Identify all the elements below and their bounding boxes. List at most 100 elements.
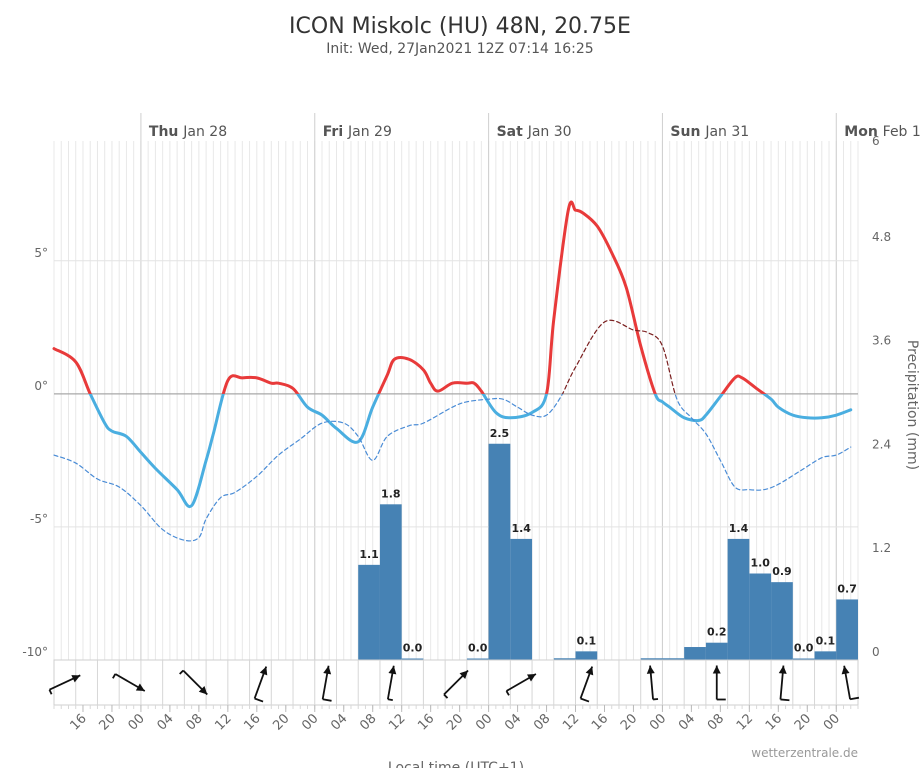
precip-label: 0.0 (468, 642, 488, 655)
x-tick-label: 00 (647, 711, 669, 733)
day-label-date: Jan 28 (182, 124, 227, 140)
x-tick-label: 08 (183, 711, 205, 733)
day-label-weekday: Sat (497, 124, 528, 140)
wind-barb-half (179, 669, 184, 675)
x-tick-label: 12 (560, 711, 582, 733)
time-axis-label: Local time (UTC+1) (388, 760, 524, 768)
precip-bar (792, 658, 815, 660)
wind-barb-full (580, 697, 590, 703)
precip-tick-label: 6 (872, 134, 880, 148)
wind-barb-arrow (646, 665, 659, 701)
precip-tick-label: 2.4 (872, 437, 891, 451)
precip-label: 0.0 (403, 642, 423, 655)
wind-barb-arrow (386, 665, 397, 701)
x-tick-label: 04 (502, 711, 524, 733)
precip-bar (684, 647, 706, 660)
x-tick-label: 16 (67, 711, 89, 733)
wind-barb-full (254, 697, 264, 703)
x-tick-label: 04 (154, 711, 176, 733)
wind-arrowhead (646, 665, 655, 674)
precip-tick-label: 1.2 (872, 541, 891, 555)
precip-label: 1.4 (511, 522, 531, 535)
wind-barb-arrow (48, 674, 81, 695)
wind-barb-arrow (778, 665, 790, 702)
wind-barb-half (443, 693, 449, 699)
day-label-date: Jan 30 (527, 124, 572, 140)
precip-bar (379, 504, 402, 660)
grid (53, 113, 859, 661)
wind-arrowhead (135, 683, 145, 691)
precip-label: 0.7 (837, 582, 857, 595)
day-label: Thu Jan 28 (149, 124, 227, 140)
x-tick-label: 20 (96, 711, 118, 733)
wind-barb-arrow (112, 673, 146, 692)
chart-title: ICON Miskolc (HU) 48N, 20.75E (289, 14, 631, 39)
temp-tick-label: -5° (30, 512, 48, 526)
time-axis: 16 20 00 04 08 12 16 20 00 04 08 12 16 20 00 04 08 12 16 20… (53, 705, 859, 734)
wind-panel (48, 659, 860, 706)
x-tick-label: 00 (299, 711, 321, 733)
x-tick-label: 16 (415, 711, 437, 733)
x-tick-label: 00 (125, 711, 147, 733)
x-tick-label: 08 (705, 711, 727, 733)
precip-bar (358, 564, 380, 660)
wind-arrowhead (526, 674, 536, 682)
wind-arrowhead (323, 665, 332, 675)
precipitation-bars: 1.11.80.0 0.02.51.40.10.21.41.00.90.00.10… (358, 427, 858, 660)
temp-tick-label: 0° (34, 379, 48, 393)
wind-barb-arrow (253, 666, 268, 703)
temp-tick-label: 5° (34, 246, 48, 260)
precip-bar (705, 642, 728, 660)
day-label-date: Jan 29 (347, 124, 392, 140)
wind-barb-half (387, 698, 393, 701)
temperature-axis: -10° -5° 0° 5° (22, 246, 48, 659)
temperature-line-below-zero (88, 393, 853, 509)
temperature-line-above-zero (52, 200, 767, 394)
day-label-weekday: Sun (670, 124, 705, 140)
x-tick-label: 12 (212, 711, 234, 733)
x-tick-label: 20 (444, 711, 466, 733)
wind-barb-arrow (179, 669, 208, 696)
credit-text: wetterzentrale.de (751, 746, 858, 760)
precip-bar (640, 658, 663, 660)
precip-tick-label: 3.6 (872, 334, 891, 348)
temperature-lines (52, 200, 853, 542)
wind-arrowhead (778, 665, 787, 674)
precip-bar (401, 658, 424, 660)
wind-arrowhead (71, 675, 81, 683)
precip-label: 1.0 (750, 557, 770, 570)
wind-arrowhead (259, 666, 268, 676)
wind-barb-arrow (579, 666, 594, 703)
day-label: Sat Jan 30 (497, 124, 572, 140)
precip-label: 0.1 (816, 634, 836, 647)
x-tick-label: 20 (618, 711, 640, 733)
precip-label: 0.9 (772, 565, 792, 578)
x-tick-label: 16 (241, 711, 263, 733)
x-tick-label: 00 (473, 711, 495, 733)
x-tick-label: 04 (676, 711, 698, 733)
precip-label: 0.1 (577, 634, 597, 647)
day-label: Sun Jan 31 (670, 124, 749, 140)
wind-arrowhead (712, 665, 721, 674)
day-label-weekday: Mon (844, 124, 882, 140)
precip-bar (662, 658, 685, 660)
precip-label: 0.0 (794, 642, 814, 655)
precip-label: 0.2 (707, 626, 727, 639)
wind-arrowhead (841, 665, 850, 675)
precip-bar (749, 573, 772, 660)
precip-bar (575, 651, 598, 660)
precip-bar (466, 658, 489, 660)
day-label-weekday: Fri (323, 124, 348, 140)
precip-bar (727, 538, 750, 660)
precip-bar (814, 651, 837, 660)
precip-tick-label: 0 (872, 645, 880, 659)
precipitation-axis-label: Precipitation (mm) (904, 340, 920, 470)
day-label-date: Feb 1 (883, 124, 921, 140)
x-tick-label: 08 (531, 711, 553, 733)
precip-bar (836, 599, 858, 660)
precip-label: 2.5 (490, 427, 510, 440)
day-label-weekday: Thu (149, 124, 183, 140)
wind-barb-full (322, 698, 332, 702)
wind-barb-full (849, 696, 860, 701)
